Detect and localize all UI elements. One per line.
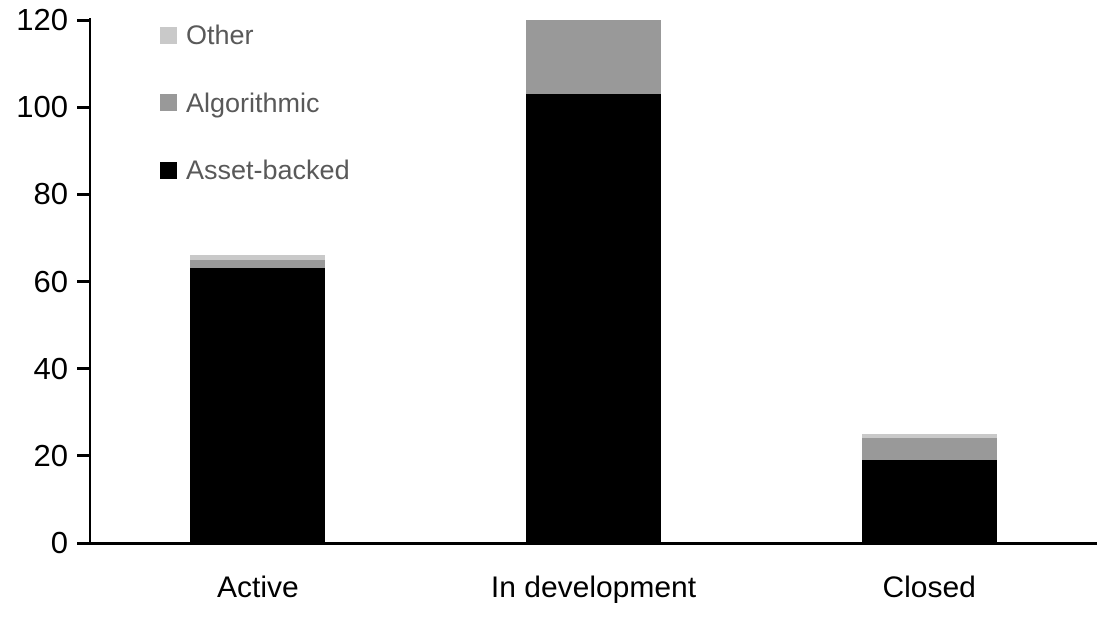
bar-closed-asset-backed	[861, 460, 997, 543]
x-axis-line	[77, 541, 1097, 545]
legend-label-asset-backed: Asset-backed	[186, 155, 350, 185]
bar-closed-other	[861, 434, 997, 439]
legend-label-algorithmic: Algorithmic	[186, 87, 320, 118]
y-tick-60	[77, 280, 90, 283]
y-tick-label-100: 100	[16, 89, 68, 125]
bar-in-development-algorithmic	[526, 20, 661, 95]
bar-active-asset-backed	[190, 268, 326, 543]
bar-active-algorithmic	[190, 259, 326, 269]
y-tick-100	[77, 105, 90, 109]
y-tick-label-60: 60	[33, 263, 68, 299]
legend-item-other: Other	[160, 19, 254, 51]
x-label-closed: Closed	[882, 571, 976, 604]
y-tick-label-0: 0	[50, 525, 68, 560]
x-label-in-development: In development	[490, 571, 697, 604]
bar-active-other	[190, 255, 326, 260]
y-tick-label-20: 20	[33, 437, 68, 473]
legend-item-asset-backed: Asset-backed	[160, 154, 350, 186]
legend-swatch-other-icon	[160, 26, 177, 44]
legend-swatch-asset-backed-icon	[160, 161, 177, 179]
legend-item-algorithmic: Algorithmic	[160, 87, 320, 119]
legend-swatch-algorithmic-icon	[160, 94, 177, 111]
y-tick-label-120: 120	[16, 2, 68, 37]
x-label-active: Active	[216, 571, 299, 604]
y-tick-label-80: 80	[33, 176, 68, 212]
y-tick-120	[77, 18, 90, 22]
y-tick-20	[77, 454, 90, 458]
y-axis-line	[89, 18, 91, 545]
y-tick-40	[77, 367, 90, 371]
legend-label-other: Other	[186, 20, 254, 50]
bar-closed-algorithmic	[861, 438, 997, 461]
y-tick-80	[77, 192, 90, 196]
y-tick-label-40: 40	[33, 350, 68, 386]
bar-in-development-asset-backed	[526, 94, 661, 543]
